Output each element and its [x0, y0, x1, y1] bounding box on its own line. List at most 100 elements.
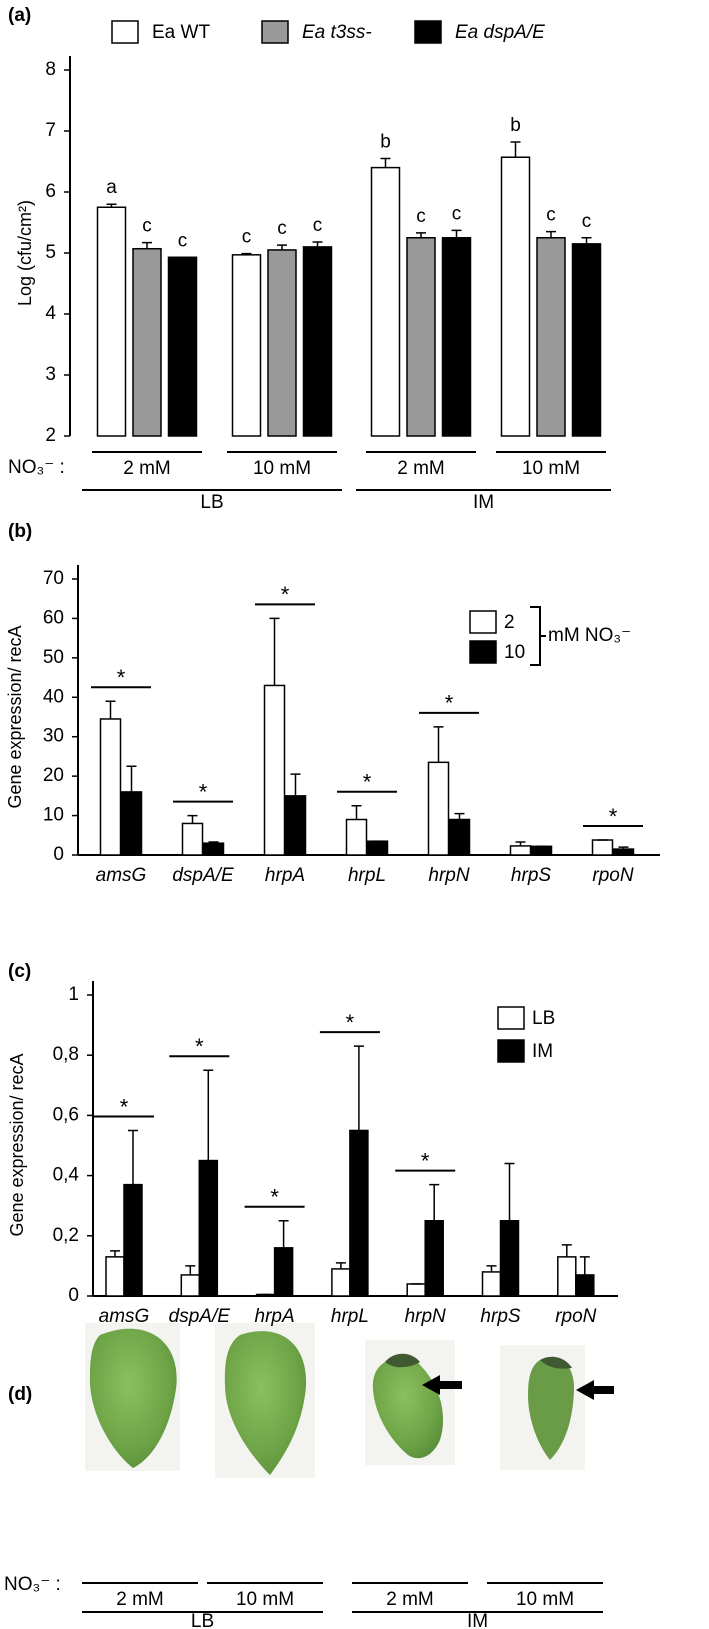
bar — [99, 718, 122, 856]
significance-letter: c — [582, 211, 592, 232]
significance-star: * — [445, 691, 454, 716]
panel-label: (b) — [8, 521, 32, 542]
bar — [612, 848, 635, 856]
legend-label: Ea WT — [152, 22, 210, 43]
bar — [167, 256, 198, 437]
error-bar — [278, 1220, 289, 1248]
y-axis-label: Gene expression/ recA — [5, 625, 25, 808]
y-tick-label: 1 — [68, 984, 79, 1005]
error-bar — [510, 141, 521, 158]
error-bar — [351, 804, 362, 820]
legend-swatch — [261, 20, 289, 44]
significance-letter: c — [452, 203, 462, 224]
x-tick-label: dspA/E — [169, 1306, 231, 1327]
significance-star: * — [199, 779, 208, 804]
y-tick-label: 20 — [43, 765, 64, 786]
y-tick-label: 30 — [43, 726, 64, 747]
legend-swatch — [469, 610, 497, 634]
significance-letter: c — [142, 216, 152, 237]
legend-swatch — [469, 640, 497, 664]
bar — [302, 246, 333, 437]
y-axis-label: Log (cfu/cm²) — [15, 200, 35, 306]
legend-bracket — [530, 606, 546, 666]
error-bar — [618, 846, 629, 850]
bar — [406, 237, 436, 437]
bar — [202, 842, 225, 856]
x-prefix: NO₃⁻ : — [8, 457, 65, 478]
error-bar — [433, 726, 444, 763]
error-bar — [290, 773, 301, 796]
y-tick-label: 8 — [45, 59, 56, 80]
error-bar — [546, 230, 556, 238]
error-bar — [269, 617, 280, 686]
bar — [132, 247, 162, 437]
y-tick-label: 40 — [43, 686, 64, 707]
error-bar — [454, 812, 465, 820]
bar — [366, 840, 389, 856]
bar — [571, 243, 602, 437]
significance-letter: c — [416, 206, 426, 227]
significance-letter: a — [106, 177, 117, 198]
significance-letter: c — [313, 215, 323, 236]
significance-letter: c — [546, 205, 556, 226]
x-tick-label: hrpA — [255, 1306, 295, 1327]
y-tick-label: 60 — [43, 607, 64, 628]
error-bar — [128, 1129, 138, 1185]
y-tick-label: 0,4 — [53, 1165, 80, 1186]
y-tick-label: 4 — [45, 303, 56, 324]
significance-star: * — [421, 1148, 430, 1173]
error-bar — [451, 229, 462, 238]
panel-label: (c) — [8, 961, 31, 982]
arrow — [422, 1375, 462, 1395]
y-tick-label: 0 — [53, 844, 64, 865]
bar — [284, 795, 307, 856]
significance-letter: b — [380, 131, 391, 152]
significance-star: * — [346, 1010, 355, 1035]
y-tick-label: 0,6 — [53, 1104, 79, 1125]
bar — [370, 166, 401, 437]
significance-letter: b — [510, 115, 521, 136]
group-label: IM — [473, 492, 494, 513]
legend-swatch — [414, 20, 442, 44]
bar — [123, 1183, 143, 1297]
significance-star: * — [195, 1034, 204, 1059]
error-bar — [380, 157, 391, 168]
y-tick-label: 0 — [68, 1285, 79, 1306]
error-bar — [208, 841, 219, 844]
legend-label: 10 — [504, 642, 525, 663]
x-tick-label: hrpL — [348, 865, 386, 886]
error-bar — [106, 203, 117, 208]
x-tick-label: hrpN — [405, 1306, 446, 1327]
x-tick-label: hrpL — [331, 1306, 369, 1327]
x-tick-label: 10 mM — [253, 458, 311, 479]
x-tick-label: hrpN — [428, 865, 469, 886]
x-tick-label: hrpA — [265, 865, 305, 886]
error-bar — [312, 241, 323, 247]
bar — [427, 761, 450, 856]
error-bar — [515, 841, 526, 846]
bar — [231, 254, 262, 437]
significance-star: * — [363, 770, 372, 795]
error-bar — [126, 765, 137, 792]
error-bar — [203, 1069, 214, 1161]
bar — [441, 237, 472, 437]
x-tick-label: 2 mM — [386, 1589, 434, 1610]
y-tick-label: 10 — [43, 805, 64, 826]
bar — [536, 237, 566, 437]
bar — [448, 818, 471, 856]
bar — [424, 1220, 444, 1297]
error-bar — [241, 252, 252, 255]
panel-label: (a) — [8, 5, 31, 26]
leaf — [528, 1357, 575, 1460]
bar — [120, 791, 143, 856]
bar — [331, 1268, 351, 1297]
x-tick-label: rpoN — [555, 1306, 596, 1327]
leaf-categories: 2 mM 10 mM 2 mM 10 mM LB IM — [82, 1582, 603, 1629]
bar — [575, 1274, 595, 1297]
legend-swatch — [497, 1006, 525, 1030]
error-bar — [110, 1250, 120, 1257]
y-tick-label: 0,2 — [53, 1225, 79, 1246]
y-tick-label: 70 — [43, 568, 64, 589]
significance-star: * — [270, 1185, 279, 1210]
y-axis-label: Gene expression/ recA — [7, 1053, 27, 1236]
